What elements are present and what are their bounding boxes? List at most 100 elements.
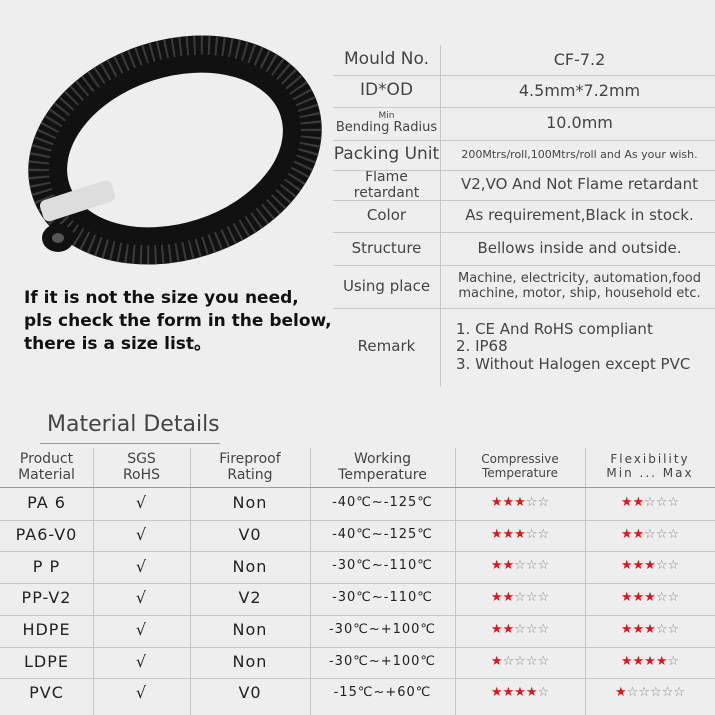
table-cell: HDPE: [22, 620, 71, 640]
table-cell: ★★☆☆☆: [490, 621, 550, 637]
header-cell: Compressive Temperature: [455, 448, 585, 486]
table-cell: PA6-V0: [15, 524, 78, 544]
row-rule: [333, 200, 715, 201]
table-cell: ★★☆☆☆: [490, 590, 550, 606]
table-cell: ★★★☆☆: [490, 495, 550, 511]
label-line: Bending Radius: [335, 120, 438, 136]
value-line: CF-7.2: [553, 49, 606, 69]
table-cell: ★★★☆☆: [490, 526, 550, 542]
spec-label: Mould No.: [333, 45, 440, 75]
spec-label: Color: [333, 200, 440, 232]
table-cell: ★★★☆☆: [620, 621, 680, 637]
table-cell: ★★☆☆☆: [620, 526, 680, 542]
row-rule: [333, 265, 715, 266]
row-rule: [0, 678, 715, 680]
spec-label: Packing Unit: [333, 140, 440, 170]
header-line: SGS: [127, 450, 156, 467]
header-cell: Flexibility Min ... Max: [585, 448, 715, 486]
table-cell: -30℃~+100℃: [328, 653, 437, 669]
value-line: 1. CE And RoHS compliant: [456, 320, 653, 339]
label-line: Packing Unit: [333, 144, 440, 165]
table-cell: √: [135, 556, 148, 576]
header-rule: [0, 487, 715, 488]
label-line: Min: [378, 110, 395, 121]
row-rule: [333, 75, 715, 76]
table-cell: Non: [232, 493, 268, 513]
table-cell: ★★☆☆☆: [490, 558, 550, 574]
note: If it is not the size you need, pls check…: [24, 287, 332, 356]
hose-image: [28, 35, 322, 265]
spec-value: 200Mtrs/roll,100Mtrs/roll and As your wi…: [444, 140, 715, 170]
table-cell: √: [135, 620, 148, 640]
header-line: Fireproof: [219, 450, 281, 467]
row-rule: [333, 232, 715, 233]
table-cell: PA 6: [27, 493, 66, 513]
table-cell: -40℃~-125℃: [332, 495, 433, 511]
spec-label: Remark: [333, 308, 440, 386]
table-cell: V0: [238, 524, 262, 544]
header-cell: Working Temperature: [310, 448, 455, 486]
table-cell: √: [135, 588, 148, 608]
label-line: ID*OD: [359, 80, 414, 101]
table-cell: ★☆☆☆☆☆: [615, 685, 685, 701]
spec-value: 4.5mm*7.2mm: [444, 75, 715, 107]
header-cell: SGS RoHS: [93, 448, 190, 486]
column-divider: [440, 45, 441, 386]
table-cell: √: [135, 651, 148, 671]
label-line: Remark: [357, 337, 416, 356]
title-rule: [40, 443, 220, 444]
spec-value: V2,VO And Not Flame retardant: [444, 170, 715, 200]
table-cell: ★★★★☆: [490, 685, 550, 701]
column-divider: [190, 448, 191, 715]
header-line: Material: [18, 467, 75, 483]
value-line: 3. Without Halogen except PVC: [456, 354, 691, 373]
row-rule: [333, 140, 715, 141]
value-line: As requirement,Black in stock.: [465, 206, 694, 225]
row-rule: [0, 519, 715, 521]
label-line: Mould No.: [344, 49, 429, 70]
row-rule: [0, 583, 715, 585]
table-cell: -30℃~-110℃: [332, 558, 433, 574]
value-line: 10.0mm: [546, 113, 613, 133]
table-cell: ★★★☆☆: [620, 558, 680, 574]
spec-value: Machine, electricity, automation,food mac…: [444, 265, 715, 308]
table-cell: -30℃~-110℃: [332, 590, 433, 606]
table-cell: PP-V2: [21, 588, 72, 608]
header-line: Min ... Max: [606, 466, 694, 480]
label-line: Flame retardant: [353, 168, 420, 201]
table-cell: PVC: [29, 683, 64, 703]
table-cell: ★★☆☆☆: [620, 495, 680, 511]
table-cell: √: [135, 683, 148, 703]
label-line: Using place: [342, 276, 431, 295]
table-cell: V0: [238, 683, 262, 703]
header-cell: Fireproof Rating: [190, 448, 310, 486]
column-divider: [93, 448, 94, 715]
column-divider: [310, 448, 311, 715]
note-line: If it is not the size you need,: [24, 288, 299, 308]
value-line: machine, motor, ship, household etc.: [458, 285, 701, 301]
row-rule: [0, 646, 715, 648]
header-cell: Product Material: [0, 448, 93, 486]
table-cell: ★★★☆☆: [620, 590, 680, 606]
header-line: Compressive: [481, 452, 559, 467]
row-rule: [333, 107, 715, 108]
spec-value: 1. CE And RoHS compliant 2. IP68 3. Withou…: [444, 308, 715, 386]
spec-label: Flame retardant: [333, 168, 440, 201]
column-divider: [455, 448, 456, 715]
spec-label: Structure: [333, 232, 440, 265]
table-cell: ★★★★☆: [620, 653, 680, 669]
table-cell: -15℃~+60℃: [333, 685, 432, 701]
table-cell: √: [135, 524, 148, 544]
value-line: Bellows inside and outside.: [477, 238, 682, 257]
label-line: Structure: [351, 238, 422, 257]
material-title: Material Details: [47, 412, 220, 437]
note-line: pls check the form in the below,: [24, 311, 332, 331]
value-line: 4.5mm*7.2mm: [518, 80, 641, 100]
header-line: Temperature: [481, 466, 558, 480]
header-line: Product: [19, 450, 74, 467]
value-line: 200Mtrs/roll,100Mtrs/roll and As your wi…: [461, 147, 698, 161]
spec-value: 10.0mm: [444, 107, 715, 140]
label-line: Color: [366, 206, 407, 225]
row-rule: [0, 614, 715, 616]
row-rule: [333, 170, 715, 171]
